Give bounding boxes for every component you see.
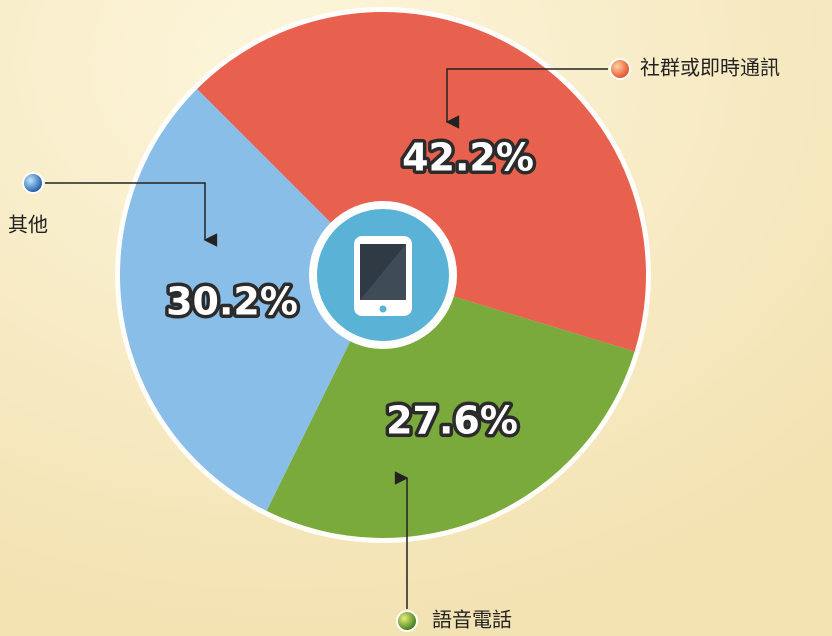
pie-slice: [119, 89, 384, 511]
callout-line: [45, 182, 218, 247]
value-label: 30.2%: [166, 280, 298, 324]
legend-marker: [24, 174, 42, 192]
callout-line: [445, 68, 608, 129]
pie-slice: [197, 11, 647, 352]
value-label: 42.2%: [402, 136, 534, 180]
legend-marker: [611, 60, 629, 78]
legend-label: 社群或即時通訊: [640, 56, 780, 80]
legend-label: 其他: [8, 213, 48, 237]
legend-label: 語音電話: [432, 608, 512, 632]
value-label: 27.6%: [386, 399, 518, 443]
center-icon: [309, 201, 457, 349]
legend-marker: [398, 612, 416, 630]
